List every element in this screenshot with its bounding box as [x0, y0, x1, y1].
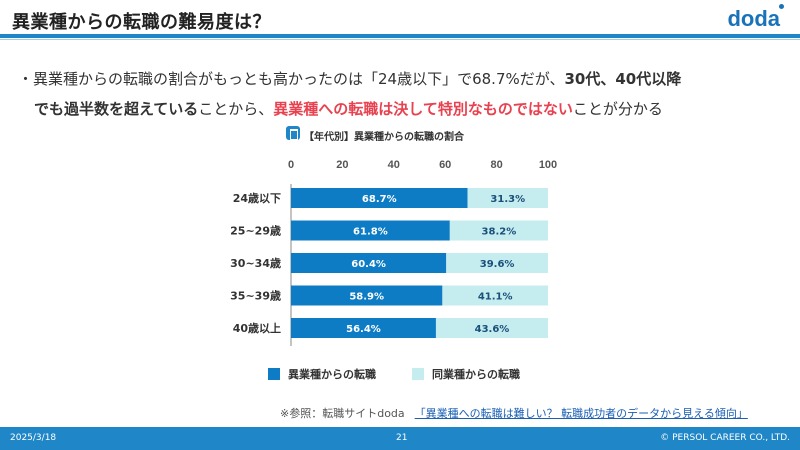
data-label: 39.6% [480, 259, 515, 270]
category-label: 24歳以下 [233, 191, 281, 205]
bar-same-industry [435, 318, 548, 338]
building-icon [286, 126, 300, 140]
footer-date: 2025/3/18 [10, 433, 57, 443]
legend-swatch-same [412, 368, 424, 380]
summary-bold-ages: 30代、40代以降 [564, 70, 682, 88]
bar-different-industry [291, 318, 436, 338]
data-label: 68.7% [362, 194, 397, 205]
category-label: 35~39歳 [230, 289, 281, 303]
doda-logo: doda [727, 6, 780, 31]
x-tick-label: 80 [490, 159, 502, 171]
legend-item-different-industry: 異業種からの転職 [268, 366, 376, 382]
summary-suffix: ことが分かる [572, 100, 663, 118]
bar-same-industry [442, 285, 548, 306]
summary-red-highlight: 異業種への転職は決して特別なものではない [273, 100, 573, 118]
summary-mid: ことから、 [198, 100, 274, 118]
category-label: 25~29歳 [230, 224, 281, 238]
footer-bar: 2025/3/18 21 © PERSOL CAREER CO., LTD. [0, 427, 800, 450]
reference-note: ※参照：転職サイトdoda 「異業種への転職は難しい？ 転職成功者のデータから見え… [280, 405, 748, 421]
x-tick-label: 20 [336, 159, 348, 171]
header-rule-thin [0, 39, 800, 40]
bar-different-industry [291, 188, 468, 208]
category-label: 30~34歳 [230, 256, 281, 270]
summary-bold-majority: でも過半数を超えている [34, 100, 199, 118]
data-label: 61.8% [353, 227, 388, 238]
bar-different-industry [291, 285, 443, 306]
reference-prefix: ※参照：転職サイトdoda [280, 407, 405, 420]
data-label: 60.4% [351, 259, 386, 270]
chart-title: 【年代別】異業種からの転職の割合 [304, 132, 464, 143]
header-rule [0, 34, 800, 38]
page-title: 異業種からの転職の難易度は？ [12, 12, 271, 33]
bar-same-industry [467, 188, 548, 208]
data-label: 38.2% [482, 227, 517, 238]
bar-same-industry [446, 253, 548, 273]
legend-label-different: 異業種からの転職 [288, 368, 376, 381]
category-label: 40歳以上 [233, 321, 281, 335]
bar-different-industry [291, 220, 450, 241]
legend-swatch-different [268, 368, 280, 380]
legend-item-same-industry: 同業種からの転職 [412, 366, 520, 382]
data-label: 43.6% [475, 324, 510, 335]
summary-text: ・異業種からの転職の割合がもっとも高かったのは「24歳以下」で68.7%だが、3… [18, 64, 788, 124]
bar-different-industry [291, 253, 447, 273]
x-tick-label: 40 [388, 159, 400, 171]
logo-dot-icon [779, 4, 784, 9]
data-label: 41.1% [478, 292, 513, 303]
x-tick-label: 0 [288, 159, 294, 171]
legend-label-same: 同業種からの転職 [432, 368, 520, 381]
summary-prefix: ・異業種からの転職の割合がもっとも高かったのは「24歳以下」で68.7%だが、 [18, 70, 565, 88]
x-tick-label: 100 [539, 159, 557, 171]
data-label: 56.4% [346, 324, 381, 335]
footer-copyright: © PERSOL CAREER CO., LTD. [660, 433, 790, 443]
data-label: 31.3% [490, 194, 525, 205]
data-label: 58.9% [349, 292, 384, 303]
footer-page-number: 21 [396, 433, 408, 443]
reference-link[interactable]: 「異業種への転職は難しい？ 転職成功者のデータから見える傾向」 [414, 407, 748, 420]
bar-same-industry [449, 220, 548, 241]
x-tick-label: 60 [439, 159, 451, 171]
